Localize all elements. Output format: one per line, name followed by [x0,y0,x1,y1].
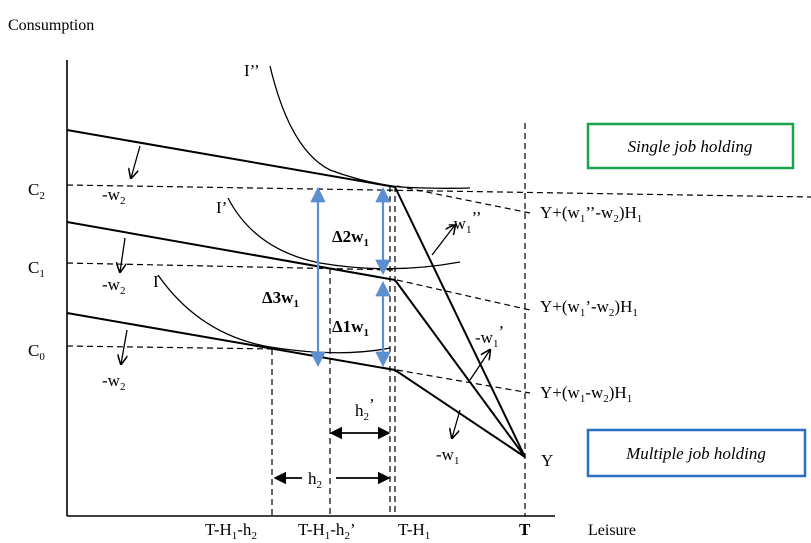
income-label-2: Y+(w1’-w2)H1 [540,297,638,319]
slope-left-2: -w2 [102,275,125,297]
delta-arrows [310,186,391,368]
indifference-curve-low [157,274,391,354]
multiple-job-box: Multiple job holding [586,428,807,478]
y-tick-labels: C2 C1 C0 [28,180,45,363]
y-axis-label: Consumption [8,17,94,34]
x-axis-label: Leisure [588,522,636,539]
slope-left-1: -w2 [102,185,125,207]
y-tick-c0: C0 [28,341,45,363]
gap-label-h2-prime: h2’ [355,395,375,423]
x-tick-labels: T-H1-h2 T-H1-h2’ T-H1 T [205,520,531,542]
gap-arrows [273,426,391,485]
slope-right-3: -w1 [436,445,459,467]
x-tick-t-h1-h2-prime: T-H1-h2’ [298,520,356,542]
ic-label-high: I’’ [244,61,260,80]
delta-label-2: Δ2w1 [332,227,369,249]
x-tick-t-h1-h2: T-H1-h2 [205,520,257,542]
delta-label-3: Δ3w1 [262,288,299,310]
single-job-box-label: Single job holding [628,137,753,156]
ic-label-mid: I’ [216,198,227,217]
slope-right-1: -w1’’ [448,208,482,236]
income-label-1: Y+(w1’’-w2)H1 [540,203,642,225]
slope-left-3: -w2 [102,371,125,393]
single-job-box-border [586,122,795,170]
budget-lines [66,129,526,458]
indifference-curves [157,65,471,354]
endpoint-label-y: Y [541,451,553,470]
ic-label-low: I [153,272,159,291]
indifference-curve-high [269,65,471,189]
slope-arrows-left [120,145,141,364]
income-label-3: Y+(w1-w2)H1 [540,383,632,405]
multiple-job-box-border [586,428,807,478]
multiple-job-box-label: Multiple job holding [625,444,766,463]
x-tick-t: T [519,520,531,539]
y-tick-c2: C2 [28,180,45,202]
y-tick-c1: C1 [28,258,45,280]
slope-right-2: -w1’ [475,322,504,350]
slope-arrows-right [431,225,490,438]
single-job-box: Single job holding [586,122,795,170]
x-tick-t-h1: T-H1 [398,520,430,542]
gap-label-h2: h2 [308,469,322,491]
delta-label-1: Δ1w1 [332,317,369,339]
